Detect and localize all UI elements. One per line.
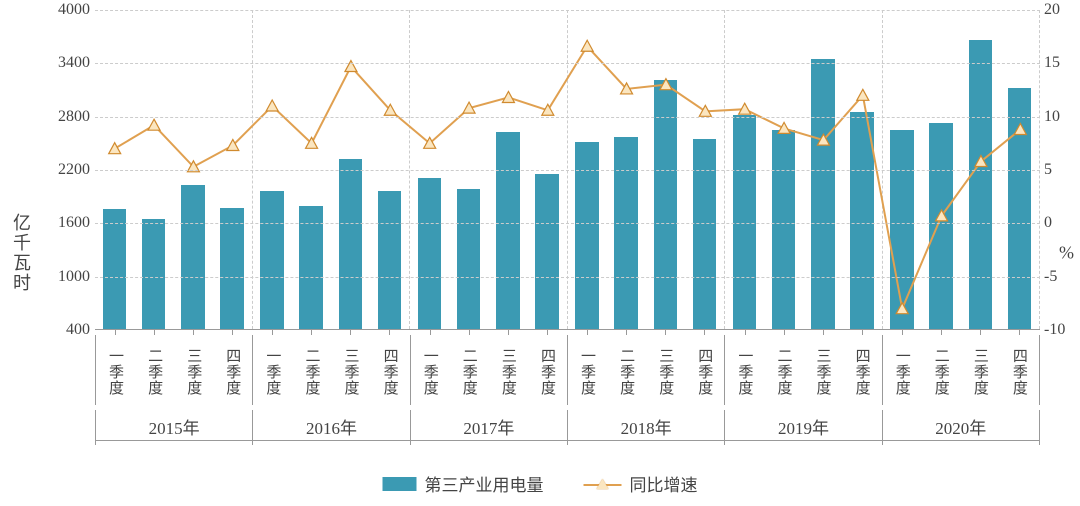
x-quarter-label: 三季度 [489,335,528,405]
x-quarter-group: 一季度二季度三季度四季度 [410,335,567,405]
x-quarter-label: 一季度 [411,335,450,405]
x-quarter-label: 四季度 [1000,335,1039,405]
bar [614,137,637,329]
bar [142,219,165,329]
x-quarter-label: 四季度 [213,335,252,405]
y2-tick-label: 20 [1044,1,1078,19]
legend-line-label: 同比增速 [630,471,698,496]
x-quarter-group: 一季度二季度三季度四季度 [252,335,409,405]
bar [535,174,558,329]
y1-tick-label: 400 [40,321,90,339]
legend-bar-icon [383,477,417,491]
y2-tick-label: 5 [1044,161,1078,179]
y2-tick-label: 10 [1044,108,1078,126]
bar [772,130,795,329]
legend-item-line: 同比增速 [584,471,698,496]
x-quarter-label: 一季度 [568,335,607,405]
x-quarter-label: 三季度 [646,335,685,405]
y1-tick-label: 4000 [40,1,90,19]
bar [850,112,873,329]
bar [733,115,756,329]
x-quarter-label: 二季度 [922,335,961,405]
legend-line-icon [584,477,622,491]
y1-tick-label: 1000 [40,268,90,286]
bar [299,206,322,329]
bar [693,139,716,329]
x-quarter-group: 一季度二季度三季度四季度 [724,335,881,405]
x-quarter-label: 四季度 [371,335,410,405]
grid-line [95,223,1040,224]
bar [929,123,952,329]
bar [496,132,519,329]
bar [1008,88,1031,329]
bar [890,130,913,329]
legend-bar-label: 第三产业用电量 [425,471,544,496]
bar [457,189,480,329]
bar [969,40,992,329]
x-quarter-label: 二季度 [450,335,489,405]
y1-axis-label: 亿千瓦时 [8,213,34,293]
y2-tick-label: 15 [1044,54,1078,72]
grid-line [95,117,1040,118]
x-quarter-group: 一季度二季度三季度四季度 [567,335,724,405]
x-quarter-label: 三季度 [803,335,842,405]
x-quarter-label: 二季度 [135,335,174,405]
y1-tick-label: 3400 [40,54,90,72]
legend-item-bar: 第三产业用电量 [383,471,544,496]
x-axis-bottom-border [95,440,1040,441]
x-quarter-label: 三季度 [961,335,1000,405]
x-quarter-group: 一季度二季度三季度四季度 [95,335,252,405]
x-quarter-label: 四季度 [685,335,724,405]
x-quarter-label: 二季度 [764,335,803,405]
grid-line [95,63,1040,64]
bar [418,178,441,329]
x-quarter-label: 一季度 [253,335,292,405]
x-quarter-label: 四季度 [528,335,567,405]
x-quarter-label: 四季度 [843,335,882,405]
chart-legend: 第三产业用电量 同比增速 [383,471,698,496]
x-quarter-label: 三季度 [174,335,213,405]
x-quarter-group: 一季度二季度三季度四季度 [882,335,1040,405]
plot-area: 400100016002200280034004000-10-505101520 [95,10,1040,330]
y1-tick-label: 1600 [40,214,90,232]
x-quarter-label: 一季度 [725,335,764,405]
grid-line [95,277,1040,278]
y2-tick-label: -5 [1044,268,1078,286]
x-quarter-label: 一季度 [883,335,922,405]
x-quarter-label: 二季度 [607,335,646,405]
x-quarter-label: 一季度 [96,335,135,405]
grid-line [95,170,1040,171]
bar [811,59,834,329]
x-quarter-label: 三季度 [331,335,370,405]
y2-tick-label: -10 [1044,321,1078,339]
grid-line [95,10,1040,11]
bar [378,191,401,329]
bar [103,209,126,329]
y1-tick-label: 2200 [40,161,90,179]
chart-container: 亿千瓦时 % 400100016002200280034004000-10-50… [0,0,1080,506]
y2-tick-label: 0 [1044,214,1078,232]
y2-axis-label: % [1059,243,1074,264]
x-quarter-label: 二季度 [292,335,331,405]
bar [339,159,362,329]
x-quarter-labels: 一季度二季度三季度四季度一季度二季度三季度四季度一季度二季度三季度四季度一季度二… [95,335,1040,405]
y1-tick-label: 2800 [40,108,90,126]
bar [260,191,283,329]
bar [220,208,243,329]
bar [181,185,204,329]
